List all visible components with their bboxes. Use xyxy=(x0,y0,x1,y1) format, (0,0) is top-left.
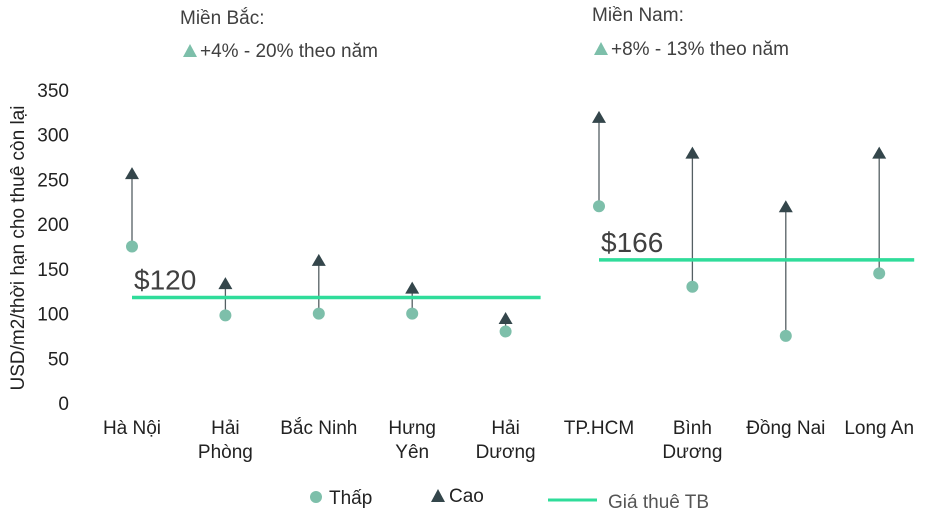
y-tick-label: 300 xyxy=(37,126,69,147)
y-tick-label: 350 xyxy=(37,81,69,102)
x-axis-labels: Hà Nội Hải Phòng Bắc Ninh Hưng Yên Hải Dương TP.… xyxy=(103,417,914,463)
low-point xyxy=(406,307,419,320)
legend-low-label: Thấp xyxy=(329,488,372,509)
category-label: Đồng Nai xyxy=(746,418,825,439)
high-point xyxy=(218,277,233,290)
category-label: Hải xyxy=(211,418,240,439)
y-tick-label: 200 xyxy=(37,215,69,236)
low-point xyxy=(499,325,512,338)
high-point xyxy=(311,253,326,266)
high-point xyxy=(778,200,793,213)
low-point xyxy=(686,280,699,293)
region-north-growth: +4% - 20% theo năm xyxy=(200,41,378,62)
category-label: Hải xyxy=(491,418,520,439)
range-stems xyxy=(131,116,880,336)
category-label: Bình xyxy=(673,418,712,439)
y-tick-label: 0 xyxy=(58,394,69,415)
category-label: Hà Nội xyxy=(103,418,161,439)
category-label: Dương xyxy=(476,442,536,463)
high-point xyxy=(498,312,513,325)
legend-avg-label: Giá thuê TB xyxy=(608,492,709,513)
region-north-title: Miền Bắc: xyxy=(180,7,264,29)
category-label: Yên xyxy=(395,442,429,463)
low-point xyxy=(219,309,232,322)
category-label: Dương xyxy=(662,442,722,463)
y-axis-ticks: 0 50 100 150 200 250 300 350 xyxy=(37,81,69,415)
growth-triangle-icon xyxy=(183,44,197,57)
category-label: Bắc Ninh xyxy=(280,417,357,439)
average-label: $166 xyxy=(601,227,663,258)
low-point xyxy=(126,240,138,253)
high-point xyxy=(405,281,420,294)
growth-triangle-icon xyxy=(594,42,608,55)
region-south-title: Miền Nam: xyxy=(592,5,684,26)
y-tick-label: 100 xyxy=(37,305,69,326)
low-point xyxy=(593,200,605,213)
low-series xyxy=(126,200,886,342)
high-point xyxy=(872,146,887,159)
legend-high-label: Cao xyxy=(449,486,484,507)
high-series xyxy=(125,110,887,325)
category-label: Long An xyxy=(844,418,914,439)
low-point xyxy=(779,329,792,342)
low-point xyxy=(873,267,886,280)
region-south-growth: +8% - 13% theo năm xyxy=(611,39,789,60)
y-tick-label: 250 xyxy=(37,170,69,191)
average-lines: $120 $166 xyxy=(132,227,915,300)
region-titles: Miền Bắc: +4% - 20% theo năm Miền Nam: +… xyxy=(180,5,789,62)
low-point xyxy=(312,307,325,320)
legend: Thấp Cao Giá thuê TB xyxy=(310,486,709,513)
y-tick-label: 50 xyxy=(48,349,69,370)
category-label: Hưng xyxy=(388,418,436,439)
high-point xyxy=(592,110,606,123)
high-point xyxy=(685,146,700,159)
category-label: TP.HCM xyxy=(564,418,634,439)
y-axis-label: USD/m2/thời hạn cho thuê còn lại xyxy=(8,106,29,391)
category-label: Phòng xyxy=(198,442,253,463)
y-tick-label: 150 xyxy=(37,260,69,281)
average-label: $120 xyxy=(134,264,196,295)
legend-low-marker xyxy=(310,491,322,503)
legend-high-marker xyxy=(431,489,445,502)
high-point xyxy=(125,167,139,180)
